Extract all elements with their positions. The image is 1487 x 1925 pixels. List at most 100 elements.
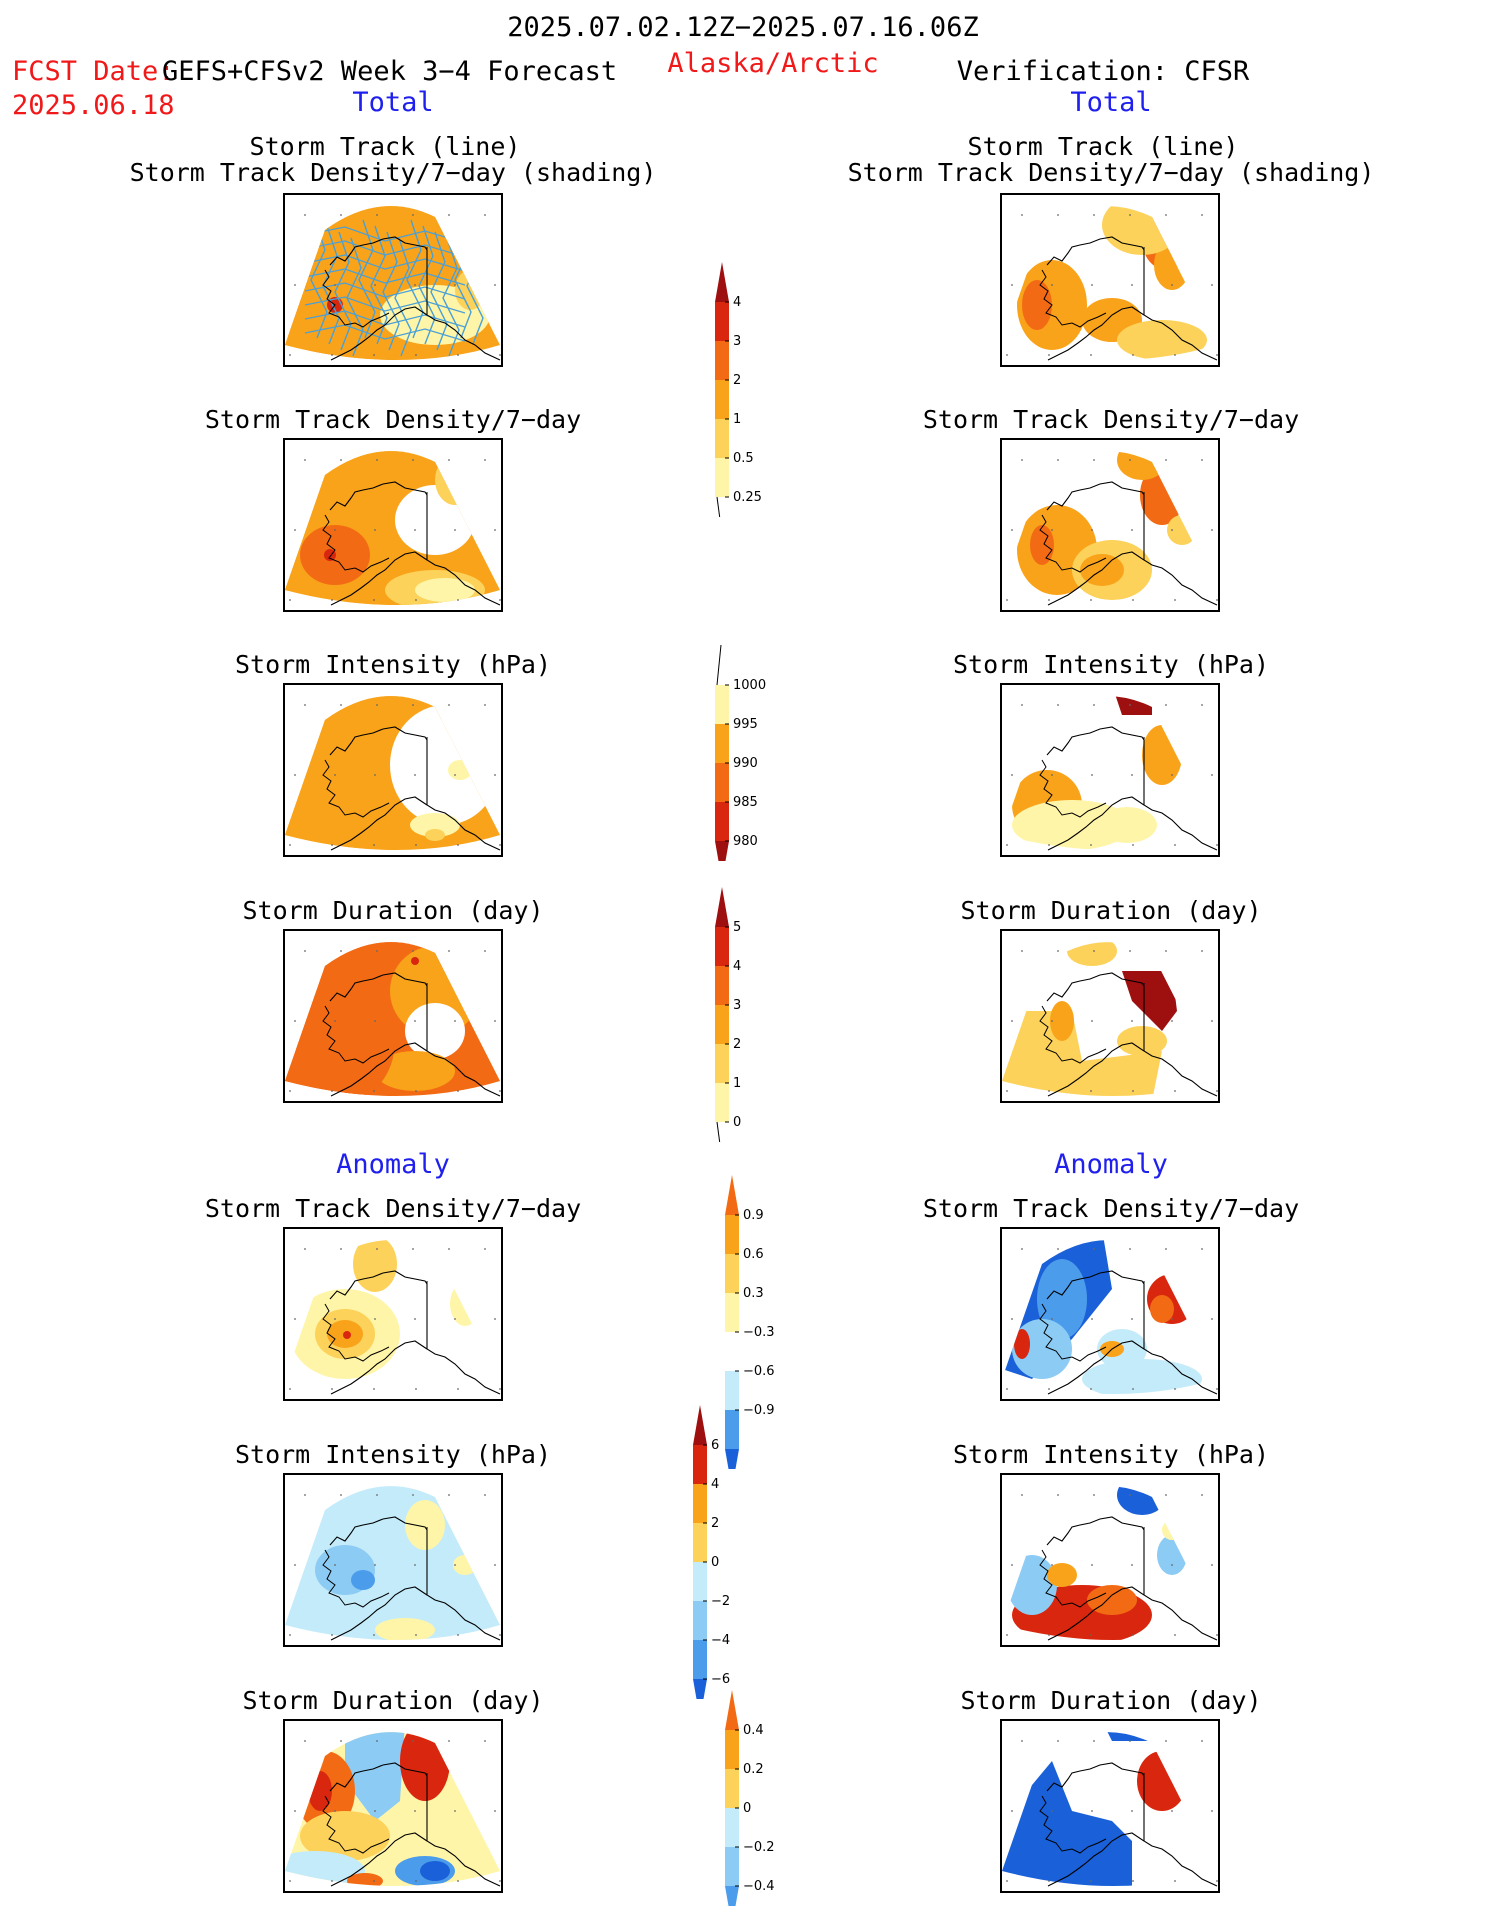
map-track-verification-grid-dot-1: [1011, 284, 1013, 286]
map-density-verification-grid-dot-10: [1131, 529, 1133, 531]
map-duration-forecast-grid-dot-15: [484, 950, 486, 952]
map-intensity-anomaly-verification-grid-dot-12: [1165, 1494, 1167, 1496]
map-duration-anomaly-forecast-grid-dot-12: [448, 1740, 450, 1742]
map-density-verification-grid-dot-12: [1165, 459, 1167, 461]
title-duration-right: Storm Duration (day): [960, 896, 1262, 925]
map-track-forecast-grid-dot-13: [454, 284, 456, 286]
colorbar-density-total-swatch-2: [715, 380, 729, 419]
colorbar-density-anomaly-swatch-0: [725, 1215, 739, 1254]
map-intensity-anomaly-forecast-grid-dot-0: [304, 1494, 306, 1496]
map-density-forecast-cell-3: [415, 578, 475, 602]
title-track-shading-left: Storm Track Density/7−day (shading): [129, 158, 657, 187]
map-density-verification-grid-dot-14: [1174, 599, 1176, 601]
map-duration-anomaly-verification-grid-dot-10: [1131, 1810, 1133, 1812]
map-intensity-verification-grid-dot-9: [1129, 704, 1131, 706]
map-duration-forecast-grid-dot-7: [374, 1020, 376, 1022]
map-track-forecast-trackx-3: [304, 268, 466, 286]
map-duration-anomaly-forecast-west-coast: [322, 1795, 390, 1854]
map-intensity-anomaly-verification-cell-1: [1087, 1585, 1137, 1615]
map-track-verification-grid-dot-13: [1171, 284, 1173, 286]
colorbar-intensity-total-label-2: 990: [733, 756, 758, 771]
map-intensity-anomaly-forecast-grid-dot-3: [340, 1494, 342, 1496]
colorbar-intensity-anomaly-swatch-2: [693, 1523, 707, 1562]
map-density-verification-grid-dot-9: [1129, 459, 1131, 461]
map-duration-forecast-grid-dot-9: [412, 950, 414, 952]
map-density-verification-grid-dot-11: [1132, 599, 1134, 601]
map-duration-anomaly-forecast-cell-3: [300, 1811, 390, 1861]
map-track-verification-west-coast: [1039, 269, 1107, 328]
map-duration-anomaly-verification-grid-dot-1: [1011, 1810, 1013, 1812]
map-density-anomaly-verification-grid-dot-6: [1093, 1248, 1095, 1250]
map-density-anomaly-verification-cell-5: [1082, 1359, 1202, 1395]
map-density-verification-grid-dot-6: [1093, 459, 1095, 461]
map-track-verification-grid-dot-14: [1174, 354, 1176, 356]
map-duration-verification-grid-dot-8: [1090, 1090, 1092, 1092]
colorbar-duration-anomaly-label-3: −0.2: [743, 1840, 775, 1855]
map-intensity-forecast-cell-3: [448, 760, 472, 780]
left-total-label: Total: [352, 87, 434, 118]
colorbar-density-total-swatch-4: [715, 458, 729, 497]
map-density-verification-grid-dot-16: [1211, 529, 1213, 531]
map-intensity-verification-west-coast: [1039, 759, 1107, 818]
map-duration-anomaly-verification-west-coast: [1039, 1795, 1107, 1854]
map-duration-forecast-grid-dot-13: [454, 1020, 456, 1022]
map-density-anomaly-forecast-grid-dot-13: [454, 1318, 456, 1320]
map-density-anomaly-verification-grid-dot-11: [1132, 1388, 1134, 1390]
map-duration-anomaly-verification-grid-dot-13: [1171, 1810, 1173, 1812]
map-track-verification-coastline: [1046, 236, 1218, 361]
map-duration-verification-grid-dot-4: [1051, 1020, 1053, 1022]
colorbar-density-anomaly-label-5: −0.9: [743, 1403, 775, 1418]
map-duration-anomaly-forecast-grid-dot-7: [374, 1810, 376, 1812]
colorbar-duration-anomaly-label-0: 0.4: [743, 1723, 764, 1738]
map-density-anomaly-verification-cell-4: [1150, 1295, 1174, 1323]
colorbar-intensity-anomaly-label-3: 0: [711, 1555, 719, 1570]
map-intensity-anomaly-verification-grid-dot-0: [1021, 1494, 1023, 1496]
colorbar-density-total-label-0: 4: [733, 295, 741, 310]
map-duration-forecast-cell-2: [405, 1003, 465, 1059]
colorbar-intensity-anomaly-top-arrow: [693, 1405, 707, 1445]
map-intensity-anomaly-forecast-grid-dot-8: [373, 1634, 375, 1636]
map-duration-forecast-grid-dot-6: [376, 950, 378, 952]
map-intensity-forecast-cell-0: [285, 696, 500, 851]
map-density-verification-grid-dot-13: [1171, 529, 1173, 531]
map-intensity-forecast-grid-dot-13: [454, 774, 456, 776]
colorbar-density-anomaly-swatch-5: [725, 1410, 739, 1449]
map-duration-anomaly-forecast-field: [285, 1732, 500, 1887]
map-intensity-forecast-cell-2: [410, 813, 460, 837]
map-density-anomaly-forecast-grid-dot-5: [331, 1388, 333, 1390]
map-intensity-anomaly-forecast-field: [285, 1486, 500, 1641]
map-duration-anomaly-verification-svg: [1002, 1732, 1218, 1887]
map-density-anomaly-forecast-grid-dot-12: [448, 1248, 450, 1250]
colorbar-intensity-anomaly-swatch-0: [693, 1445, 707, 1484]
map-duration-verification-cell-3: [1117, 1026, 1167, 1056]
map-duration-verification-grid-dot-14: [1174, 1090, 1176, 1092]
map-duration-anomaly-forecast-grid-dot-0: [304, 1740, 306, 1742]
map-duration-anomaly-forecast-svg: [285, 1732, 501, 1887]
map-duration-anomaly-verification-field: [1002, 1732, 1217, 1887]
map-density-anomaly-verification-grid-dot-3: [1057, 1248, 1059, 1250]
map-duration-anomaly-verification-grid-dot-9: [1129, 1740, 1131, 1742]
map-duration-forecast-grid-dot-1: [294, 1020, 296, 1022]
map-density-forecast-west-coast: [322, 514, 390, 573]
map-duration-verification-svg: [1002, 942, 1218, 1097]
map-density-anomaly-forecast-grid-dot-8: [373, 1388, 375, 1390]
colorbar-duration-total-label-0: 5: [733, 920, 741, 935]
map-density-anomaly-forecast-cell-4: [353, 1240, 397, 1292]
map-density-verification-grid-dot-15: [1201, 459, 1203, 461]
title-track-line-right: Storm Track (line): [967, 132, 1239, 161]
map-intensity-anomaly-forecast-grid-dot-13: [454, 1564, 456, 1566]
map-intensity-anomaly-verification-grid-dot-6: [1093, 1494, 1095, 1496]
colorbar-duration-anomaly-svg: 0.4 0.2 0 −0.2 −0.4: [725, 1690, 775, 1925]
map-density-anomaly-forecast-grid-dot-16: [494, 1318, 496, 1320]
left-anomaly-label: Anomaly: [336, 1149, 450, 1180]
map-intensity-verification-grid-dot-2: [1006, 844, 1008, 846]
colorbar-duration-anomaly-label-1: 0.2: [743, 1762, 764, 1777]
colorbar-duration-total-label-5: 0: [733, 1115, 741, 1130]
map-density-verification-field: [1002, 451, 1217, 606]
map-duration-anomaly-forecast-grid-dot-17: [499, 1880, 501, 1882]
date-range: 2025.07.02.12Z−2025.07.16.06Z: [507, 12, 979, 43]
map-intensity-anomaly-forecast-cell-1: [351, 1570, 375, 1590]
map-track-forecast-track-7: [394, 237, 412, 357]
map-duration-verification-field: [1002, 942, 1217, 1097]
map-density-anomaly-verification-grid-dot-1: [1011, 1318, 1013, 1320]
